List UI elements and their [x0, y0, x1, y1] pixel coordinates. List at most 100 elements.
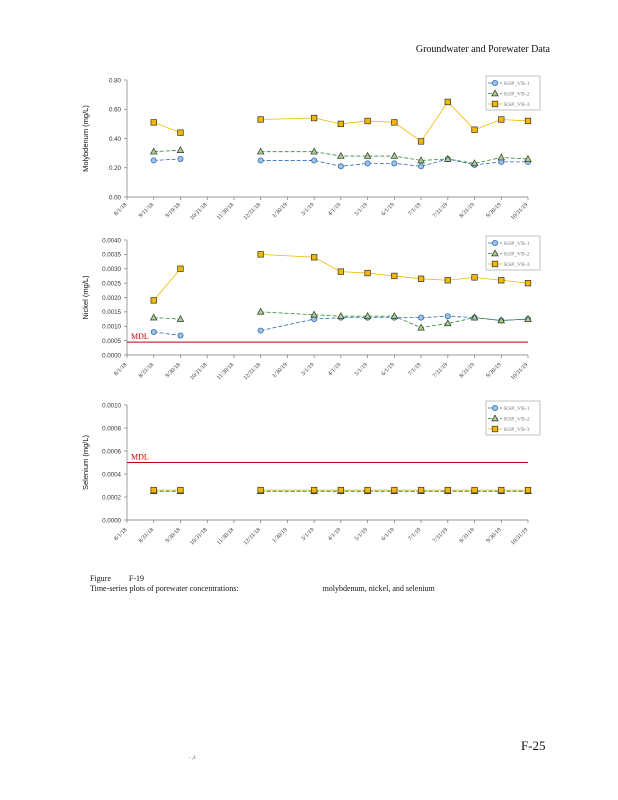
data-point-ksp_vb-2 — [149, 313, 158, 321]
x-tick-label: 6/1/19 — [381, 202, 396, 217]
x-tick-label: 4/1/19 — [327, 362, 342, 377]
data-point-ksp_vb-3 — [177, 265, 184, 272]
legend-label: KSP_VB-1 — [504, 406, 530, 412]
x-tick-label: 11/30/18 — [216, 527, 235, 546]
data-point-ksp_vb-1 — [311, 157, 318, 164]
series-line-ksp_vb-3 — [153, 268, 181, 301]
series-line-ksp_vb-3 — [260, 253, 529, 284]
data-point-ksp_vb-3 — [177, 129, 184, 136]
data-point-ksp_vb-3 — [150, 486, 157, 494]
data-point-ksp_vb-2 — [497, 153, 506, 161]
x-tick-label: 7/31/19 — [432, 527, 449, 544]
x-tick-label: 8/1/18 — [113, 527, 128, 542]
x-tick-label: 10/31/19 — [510, 362, 529, 381]
y-tick-label: 0.0040 — [102, 237, 121, 244]
data-point-ksp_vb-1 — [257, 327, 264, 334]
x-tick-label: 12/31/18 — [243, 202, 262, 221]
x-tick-label: 9/30/19 — [485, 362, 502, 379]
x-tick-label: 9/30/19 — [485, 202, 502, 219]
mdl-label: MDL — [131, 332, 149, 341]
x-tick-label: 9/30/19 — [485, 527, 502, 544]
y-tick-label: 0.0006 — [102, 448, 121, 455]
x-tick-label: 8/1/18 — [113, 202, 128, 217]
data-point-ksp_vb-3 — [417, 275, 425, 282]
page-number: F-25 — [521, 738, 546, 753]
series-line-ksp_vb-1 — [153, 158, 181, 161]
y-tick-label: 0.20 — [109, 165, 122, 172]
x-tick-label: 12/31/18 — [243, 527, 262, 546]
x-tick-label: 7/31/19 — [432, 202, 449, 219]
x-tick-label: 9/19/18 — [165, 202, 182, 219]
series-line-ksp_vb-1 — [260, 158, 528, 167]
y-tick-label: 0.0005 — [102, 338, 121, 345]
x-tick-label: 11/30/18 — [216, 202, 235, 221]
x-tick-label: 1/30/19 — [272, 202, 289, 219]
legend-label: KSP_VB-3 — [504, 102, 530, 108]
x-tick-label: 11/30/18 — [216, 362, 235, 381]
x-tick-label: 8/31/19 — [459, 527, 476, 544]
data-point-ksp_vb-3 — [524, 486, 532, 494]
x-tick-label: 8/31/19 — [459, 202, 476, 219]
x-tick-label: 3/1/19 — [300, 202, 315, 217]
y-tick-label: 0.00 — [109, 194, 122, 201]
data-point-ksp_vb-2 — [444, 319, 452, 327]
y-tick-label: 0.80 — [109, 77, 122, 84]
x-tick-label: 7/1/19 — [407, 527, 422, 542]
legend-label: KSP_VB-2 — [504, 417, 530, 423]
data-point-ksp_vb-1 — [150, 157, 157, 164]
data-point-ksp_vb-3 — [257, 486, 264, 494]
series-line-ksp_vb-2 — [260, 311, 529, 329]
y-tick-label: 0.0000 — [102, 352, 121, 359]
x-tick-label: 5/1/19 — [354, 202, 369, 217]
data-point-ksp_vb-3 — [444, 98, 451, 106]
data-point-ksp_vb-2 — [497, 316, 506, 324]
data-point-ksp_vb-3 — [444, 277, 451, 284]
x-tick-label: 3/1/19 — [300, 527, 315, 542]
series-line-ksp_vb-3 — [153, 122, 181, 134]
series-line-ksp_vb-3 — [260, 101, 529, 142]
series-line-ksp_vb-2 — [153, 317, 181, 320]
data-point-ksp_vb-2 — [363, 312, 372, 319]
series-line-ksp_vb-2 — [153, 149, 181, 153]
chart-panel-3: 0.0000 0.0002 0.0004 0.0006 0.0008 0.0010 8/1/… — [81, 400, 541, 547]
y-tick-label: 0.40 — [109, 136, 122, 143]
legend-label: KSP_VB-2 — [504, 252, 530, 258]
data-point-ksp_vb-3 — [471, 126, 478, 133]
figure-number: F-19 — [128, 574, 145, 583]
data-point-ksp_vb-3 — [417, 138, 425, 145]
data-point-ksp_vb-2 — [417, 323, 425, 331]
y-axis-title: Molybdenum (mg/L) — [81, 105, 90, 172]
x-tick-label: 9/30/18 — [165, 527, 182, 544]
data-point-ksp_vb-2 — [310, 147, 318, 155]
legend-marker — [491, 260, 499, 268]
legend-marker — [491, 414, 499, 422]
x-tick-label: 9/11/18 — [138, 202, 155, 219]
y-tick-label: 0.0025 — [102, 280, 121, 287]
data-point-ksp_vb-3 — [310, 114, 318, 122]
data-point-ksp_vb-2 — [176, 314, 185, 322]
y-tick-label: 0.0030 — [102, 266, 121, 273]
x-tick-label: 1/30/19 — [272, 362, 289, 379]
mdl-label: MDL — [131, 453, 149, 462]
x-tick-label: 6/1/19 — [381, 362, 396, 377]
data-point-ksp_vb-2 — [256, 307, 265, 315]
data-point-ksp_vb-3 — [364, 117, 371, 125]
caption-text-b: molybdenum, nickel, and selenium — [322, 584, 435, 593]
legend-label: KSP_VB-1 — [504, 241, 530, 247]
data-point-ksp_vb-3 — [337, 486, 345, 494]
data-point-ksp_vb-2 — [390, 151, 399, 159]
x-tick-label: 12/31/18 — [243, 362, 262, 381]
data-point-ksp_vb-2 — [310, 310, 318, 318]
data-point-ksp_vb-1 — [391, 160, 398, 167]
data-point-ksp_vb-2 — [417, 156, 425, 164]
data-point-ksp_vb-1 — [257, 157, 264, 164]
data-point-ksp_vb-3 — [524, 117, 532, 125]
legend-marker — [491, 249, 499, 257]
data-point-ksp_vb-3 — [337, 268, 345, 275]
x-tick-label: 8/31/19 — [459, 362, 476, 379]
legend-label: KSP_VB-2 — [504, 92, 530, 98]
data-point-ksp_vb-2 — [176, 146, 185, 153]
x-tick-label: 10/31/19 — [510, 202, 529, 221]
x-tick-label: 10/31/19 — [510, 527, 529, 546]
data-point-ksp_vb-3 — [524, 279, 532, 287]
